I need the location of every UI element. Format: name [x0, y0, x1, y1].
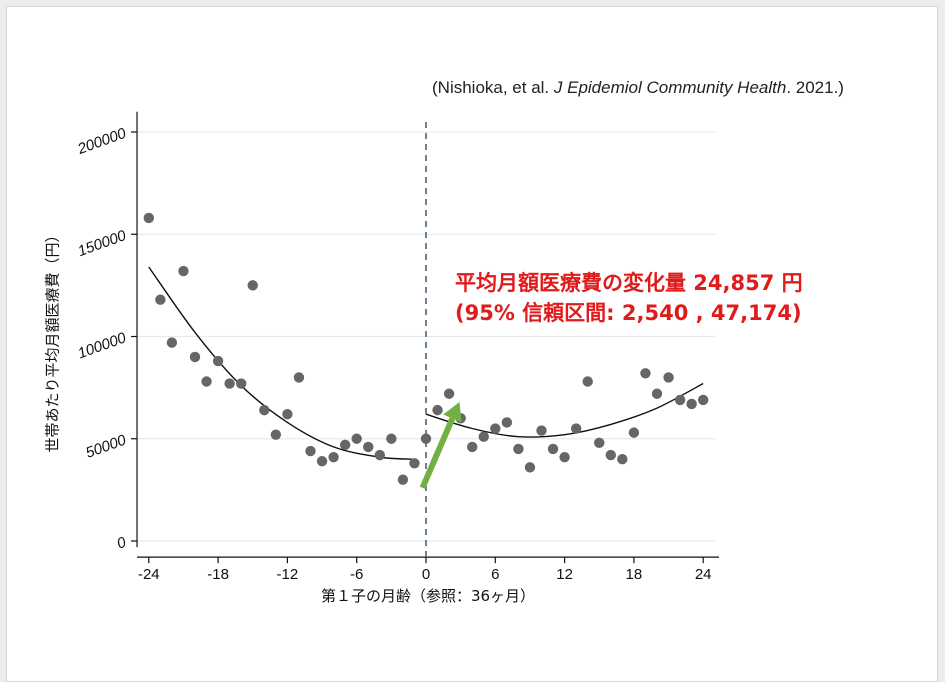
citation: (Nishioka, et al. J Epidemiol Community …	[432, 78, 844, 98]
x-tick-label: 24	[695, 566, 712, 583]
data-point	[570, 423, 582, 434]
x-tick-label: 0	[422, 566, 430, 583]
data-point	[467, 441, 478, 453]
data-point	[316, 456, 328, 467]
x-tick-label: -24	[138, 566, 160, 583]
x-axis-label: 第１子の月齢（参照：36ヶ月）	[320, 587, 536, 605]
citation-authors: (Nishioka, et al.	[432, 78, 554, 97]
y-tick-label: 200000	[75, 125, 129, 159]
data-point	[409, 458, 420, 469]
y-axis-label: 世帯あたり平均月額医療費（円）	[43, 227, 62, 453]
data-point	[651, 388, 663, 399]
data-point	[386, 433, 397, 444]
data-point	[547, 443, 559, 455]
data-point	[339, 439, 351, 451]
slide	[6, 6, 938, 682]
effect-arrow-shaft	[419, 417, 456, 490]
x-tick-label: -6	[350, 566, 363, 583]
data-point	[617, 454, 628, 465]
data-point	[663, 372, 674, 383]
effect-annotation: 平均月額医療費の変化量 24,857 円 (95% 信頼区間: 2,540 , …	[455, 268, 803, 328]
data-point	[674, 394, 686, 406]
data-point	[420, 433, 432, 444]
data-point	[397, 474, 409, 485]
data-point	[594, 437, 605, 449]
fit-line-before	[148, 266, 415, 460]
data-point	[212, 355, 224, 367]
data-point	[536, 425, 547, 436]
data-point	[443, 388, 455, 399]
x-tick-label: 12	[556, 566, 573, 583]
data-point	[328, 451, 339, 463]
y-tick-label: 150000	[76, 227, 129, 260]
y-tick-label: 0	[115, 534, 129, 553]
data-point	[686, 398, 697, 410]
citation-journal: J Epidemiol Community Health	[553, 78, 787, 97]
data-point	[236, 378, 247, 389]
data-point	[698, 394, 709, 406]
effect-annotation-line1: 平均月額医療費の変化量 24,857 円	[455, 271, 803, 295]
data-point	[605, 449, 616, 461]
data-point	[247, 280, 258, 291]
fit-line-after	[425, 382, 704, 438]
data-point	[478, 431, 489, 442]
data-point	[189, 351, 201, 363]
citation-year: . 2021.)	[786, 78, 844, 97]
data-point	[490, 423, 501, 434]
data-point	[501, 417, 513, 428]
data-point	[374, 449, 385, 461]
x-tick-label: -18	[207, 566, 229, 583]
data-point	[166, 337, 178, 348]
data-point	[305, 445, 316, 457]
data-point	[259, 404, 270, 416]
data-point	[270, 429, 282, 440]
x-tick-label: 18	[626, 566, 643, 583]
data-point	[432, 404, 443, 416]
data-point	[559, 451, 570, 463]
data-point	[155, 294, 166, 305]
effect-arrow-head	[443, 401, 462, 423]
data-point	[224, 378, 235, 389]
data-point	[178, 265, 189, 277]
data-point	[628, 427, 640, 438]
y-tick-label: 50000	[83, 431, 129, 461]
data-point	[582, 376, 593, 387]
effect-annotation-line2: (95% 信頼区間: 2,540 , 47,174)	[455, 301, 802, 325]
data-point	[363, 441, 374, 453]
y-tick-label: 100000	[76, 329, 129, 362]
data-point	[524, 462, 536, 473]
data-point	[293, 372, 305, 383]
data-point	[351, 433, 362, 444]
x-tick-label: -12	[277, 566, 299, 583]
data-point	[143, 212, 154, 224]
data-point	[282, 409, 293, 420]
x-tick-label: 6	[491, 566, 499, 583]
data-point	[513, 443, 524, 455]
data-point	[640, 368, 651, 379]
data-point	[201, 376, 212, 387]
